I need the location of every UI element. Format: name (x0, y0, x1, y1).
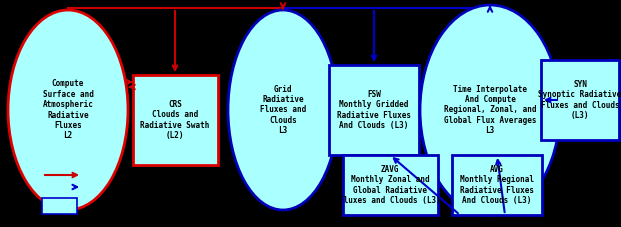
FancyBboxPatch shape (343, 155, 438, 215)
Text: CRS
Clouds and
Radiative Swath
(L2): CRS Clouds and Radiative Swath (L2) (140, 100, 210, 140)
Text: Grid
Radiative
Fluxes and
Clouds
L3: Grid Radiative Fluxes and Clouds L3 (260, 85, 306, 135)
FancyBboxPatch shape (42, 198, 77, 214)
FancyBboxPatch shape (329, 65, 419, 155)
Text: AVG
Monthly Regional
Radiative Fluxes
And Clouds (L3): AVG Monthly Regional Radiative Fluxes An… (460, 165, 534, 205)
FancyBboxPatch shape (541, 60, 619, 140)
Text: FSW
Monthly Gridded
Radiative Fluxes
And Clouds (L3): FSW Monthly Gridded Radiative Fluxes And… (337, 90, 411, 130)
Text: Compute
Surface and
Atmospheric
Radiative
Fluxes
L2: Compute Surface and Atmospheric Radiativ… (43, 79, 93, 141)
FancyBboxPatch shape (132, 75, 217, 165)
FancyBboxPatch shape (452, 155, 542, 215)
Ellipse shape (8, 10, 128, 210)
Text: Time Interpolate
And Compute
Regional, Zonal, and
Global Flux Averages
L3: Time Interpolate And Compute Regional, Z… (444, 85, 537, 135)
Text: ZAVG
Monthly Zonal and
Global Radiative
Fluxes and Clouds (L3): ZAVG Monthly Zonal and Global Radiative … (339, 165, 441, 205)
Ellipse shape (420, 5, 560, 215)
Text: SYN
Synoptic Radiative
Fluxes and Clouds
(L3): SYN Synoptic Radiative Fluxes and Clouds… (538, 80, 621, 120)
Ellipse shape (228, 10, 338, 210)
